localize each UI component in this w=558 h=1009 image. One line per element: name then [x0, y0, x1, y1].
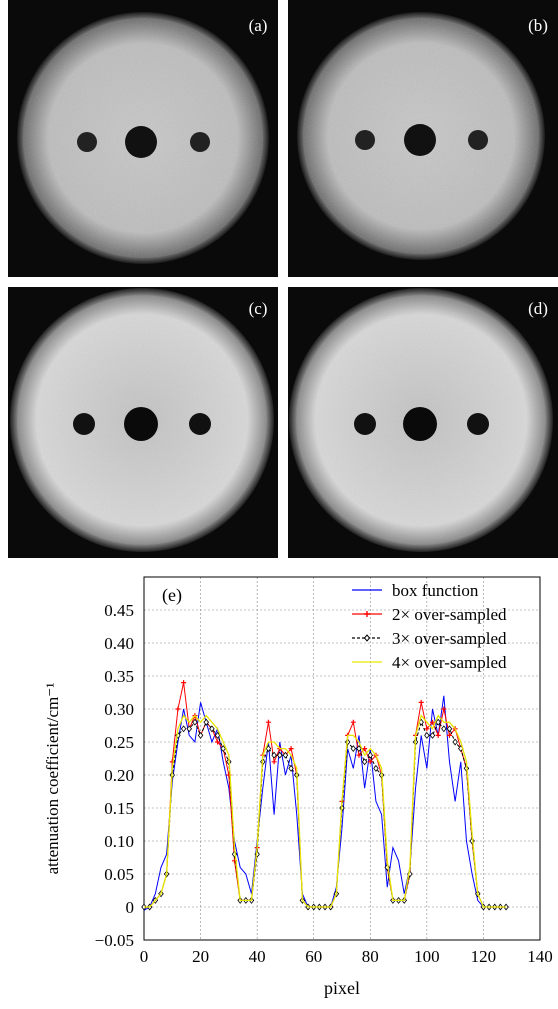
ct-images: (a) (b) (c) (d) [8, 0, 558, 558]
y-tick-label: 0.05 [104, 865, 134, 884]
marker [265, 719, 271, 725]
marker [441, 706, 447, 712]
marker [209, 725, 215, 733]
plot-frame [143, 576, 541, 941]
y-tick-label: 0.45 [104, 601, 134, 620]
marker [362, 746, 368, 752]
y-tick-label: 0.40 [104, 634, 134, 653]
marker [215, 739, 221, 745]
y-tick-label: 0.20 [104, 766, 134, 785]
x-tick-label: 20 [192, 947, 209, 966]
x-tick-label: 40 [249, 947, 266, 966]
legend-label: box function [392, 581, 479, 600]
panel-label: (a) [249, 16, 268, 35]
marker [214, 731, 221, 739]
x-tick-label: 140 [527, 947, 553, 966]
marker [271, 751, 277, 759]
marker [282, 751, 289, 759]
plot-area [144, 577, 540, 940]
marker [361, 758, 368, 766]
marker [175, 706, 181, 712]
marker [367, 751, 373, 759]
y-tick-label: 0.10 [104, 832, 134, 851]
panel-a [8, 0, 278, 277]
marker [180, 725, 187, 733]
x-tick-label: 120 [471, 947, 497, 966]
marker [356, 745, 362, 753]
x-tick-label: 60 [305, 947, 322, 966]
legend-label: 2× over-sampled [392, 605, 507, 624]
chart: −0.05 0 0.05 0.10 0.15 0.20 0.25 0.30 0.35 0.40 0.… [43, 576, 553, 998]
panel-c [8, 287, 278, 558]
panel-label: (b) [528, 16, 548, 35]
marker [424, 726, 430, 732]
y-tick-label: 0.30 [104, 700, 134, 719]
marker [220, 745, 226, 753]
marker [446, 725, 453, 733]
panel-d [288, 287, 558, 558]
marker [367, 759, 373, 765]
marker [430, 719, 436, 725]
marker [452, 738, 458, 746]
marker [424, 731, 430, 739]
y-tick-label: 0.35 [104, 667, 134, 686]
marker [350, 745, 357, 753]
y-tick-label: −0.05 [95, 931, 134, 950]
y-axis-label: attenuation coefficient/cm⁻¹ [43, 683, 62, 875]
marker [350, 719, 356, 725]
marker [418, 699, 424, 705]
panel-label: (e) [162, 585, 182, 606]
marker [446, 732, 452, 738]
legend-label: 3× over-sampled [392, 629, 507, 648]
marker [186, 725, 192, 733]
marker [203, 718, 209, 726]
marker [197, 731, 204, 739]
x-tick-label: 0 [140, 947, 149, 966]
marker [356, 752, 362, 758]
legend-marker [363, 634, 371, 642]
x-tick-label: 100 [414, 947, 440, 966]
panel-b [288, 0, 558, 277]
y-tick-label: 0.15 [104, 799, 134, 818]
marker [429, 731, 436, 739]
legend-marker [364, 611, 370, 617]
marker [181, 680, 187, 686]
marker [435, 718, 441, 726]
series-line [144, 714, 507, 908]
x-axis-label: pixel [324, 978, 360, 998]
panel-label: (d) [528, 299, 548, 318]
legend-label: 4× over-sampled [392, 653, 507, 672]
marker [288, 764, 294, 772]
marker [288, 746, 294, 752]
y-tick-label: 0 [126, 898, 135, 917]
x-tick-label: 80 [362, 947, 379, 966]
marker [441, 725, 447, 733]
y-tick-label: 0.25 [104, 733, 134, 752]
marker [277, 751, 283, 759]
marker [271, 759, 277, 765]
panel-label: (c) [249, 299, 268, 318]
marker [373, 764, 379, 772]
marker [265, 745, 272, 753]
marker [192, 718, 198, 726]
marker [435, 732, 441, 738]
